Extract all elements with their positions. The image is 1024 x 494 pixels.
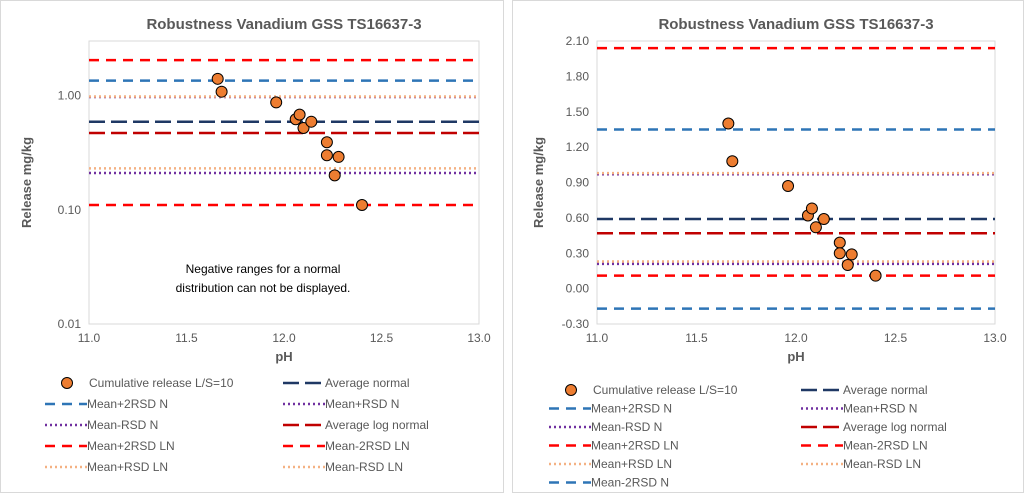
legend-label: Cumulative release L/S=10 [593,383,738,397]
legend-label: Mean+2RSD N [87,397,168,411]
x-tick-label: 12.0 [272,331,296,345]
plot-area-border [596,40,996,325]
data-point [297,121,310,134]
chart-left-svg: Robustness Vanadium GSS TS16637-3 11.0 11.… [19,16,491,474]
data-point [782,180,795,193]
data-point [270,96,283,109]
legend-label: Mean+RSD N [843,402,917,416]
legend-label: Mean-2RSD LN [325,439,410,453]
legend-label: Mean+2RSD LN [591,439,679,453]
x-axis-label: pH [787,349,804,364]
x-axis-label: pH [275,349,292,364]
data-point [809,221,822,234]
chart-right-panel: Robustness Vanadium GSS TS16637-3 11.0 11.… [512,0,1024,493]
chart-right-svg: Robustness Vanadium GSS TS16637-3 11.0 11.… [531,16,1007,490]
legend-marker [565,384,577,396]
legend-label: Average log normal [325,418,429,432]
x-tick-label: 11.5 [685,331,708,345]
data-point [869,269,882,282]
data-point [211,72,224,85]
legend-label: Mean-2RSD LN [843,439,928,453]
data-point [722,117,735,130]
data-point [726,155,739,168]
x-tick-label: 12.0 [784,331,808,345]
data-point [305,115,318,128]
y-tick-label: 1.80 [566,69,590,83]
x-tick-label: 11.5 [175,331,198,345]
legend-label: Mean+2RSD N [591,402,672,416]
y-tick-label: 1.20 [566,140,590,154]
data-point [356,199,368,212]
y-tick-label: 0.60 [566,211,590,225]
data-point [215,85,228,98]
x-tick-label: 12.5 [884,331,908,345]
data-point [833,236,846,249]
legend-label: Mean-RSD LN [843,457,921,471]
legend-label: Mean-RSD LN [325,460,403,474]
legend-label: Mean+RSD N [325,397,399,411]
plot-area-border [88,40,480,325]
legend-label: Mean+2RSD LN [87,439,175,453]
data-point [293,108,306,121]
chart-annotation: distribution can not be displayed. [176,281,351,295]
legend-label: Cumulative release L/S=10 [89,376,234,390]
y-tick-label: 1.50 [566,105,590,119]
legend-label: Average log normal [843,420,947,434]
y-tick-label: 0.30 [566,246,590,260]
y-tick-label: -0.30 [562,317,590,331]
y-tick-label: 0.00 [566,282,590,296]
chart-title: Robustness Vanadium GSS TS16637-3 [658,16,933,33]
y-axis-label: Release mg/kg [19,137,34,228]
chart-left-panel: Robustness Vanadium GSS TS16637-3 11.0 11.… [0,0,504,493]
data-point [328,169,341,182]
data-point [833,247,846,260]
chart-title: Robustness Vanadium GSS TS16637-3 [146,16,421,33]
y-tick-label: 1.00 [58,89,82,103]
x-tick-label: 13.0 [983,331,1007,345]
data-point [845,248,858,261]
legend-label: Mean-RSD N [591,420,662,434]
data-point [841,259,854,272]
x-tick-label: 13.0 [467,331,491,345]
legend-label: Mean+RSD LN [591,457,672,471]
legend-label: Average normal [325,376,410,390]
data-point [320,136,333,149]
x-tick-label: 11.0 [586,331,609,345]
legend-marker [61,377,73,389]
y-tick-label: 2.10 [566,34,590,48]
legend-label: Mean-2RSD N [591,476,669,490]
x-tick-label: 12.5 [370,331,394,345]
y-tick-label: 0.01 [58,317,82,331]
legend-label: Average normal [843,383,928,397]
data-point [805,202,818,215]
y-axis-label: Release mg/kg [531,137,546,228]
y-tick-label: 0.10 [58,203,82,217]
legend-label: Mean-RSD N [87,418,158,432]
data-point [320,149,333,162]
data-point [332,150,345,163]
chart-annotation: Negative ranges for a normal [186,262,341,276]
legend-label: Mean+RSD LN [87,460,168,474]
y-tick-label: 0.90 [566,176,590,190]
x-tick-label: 11.0 [78,331,101,345]
data-point [817,213,830,226]
